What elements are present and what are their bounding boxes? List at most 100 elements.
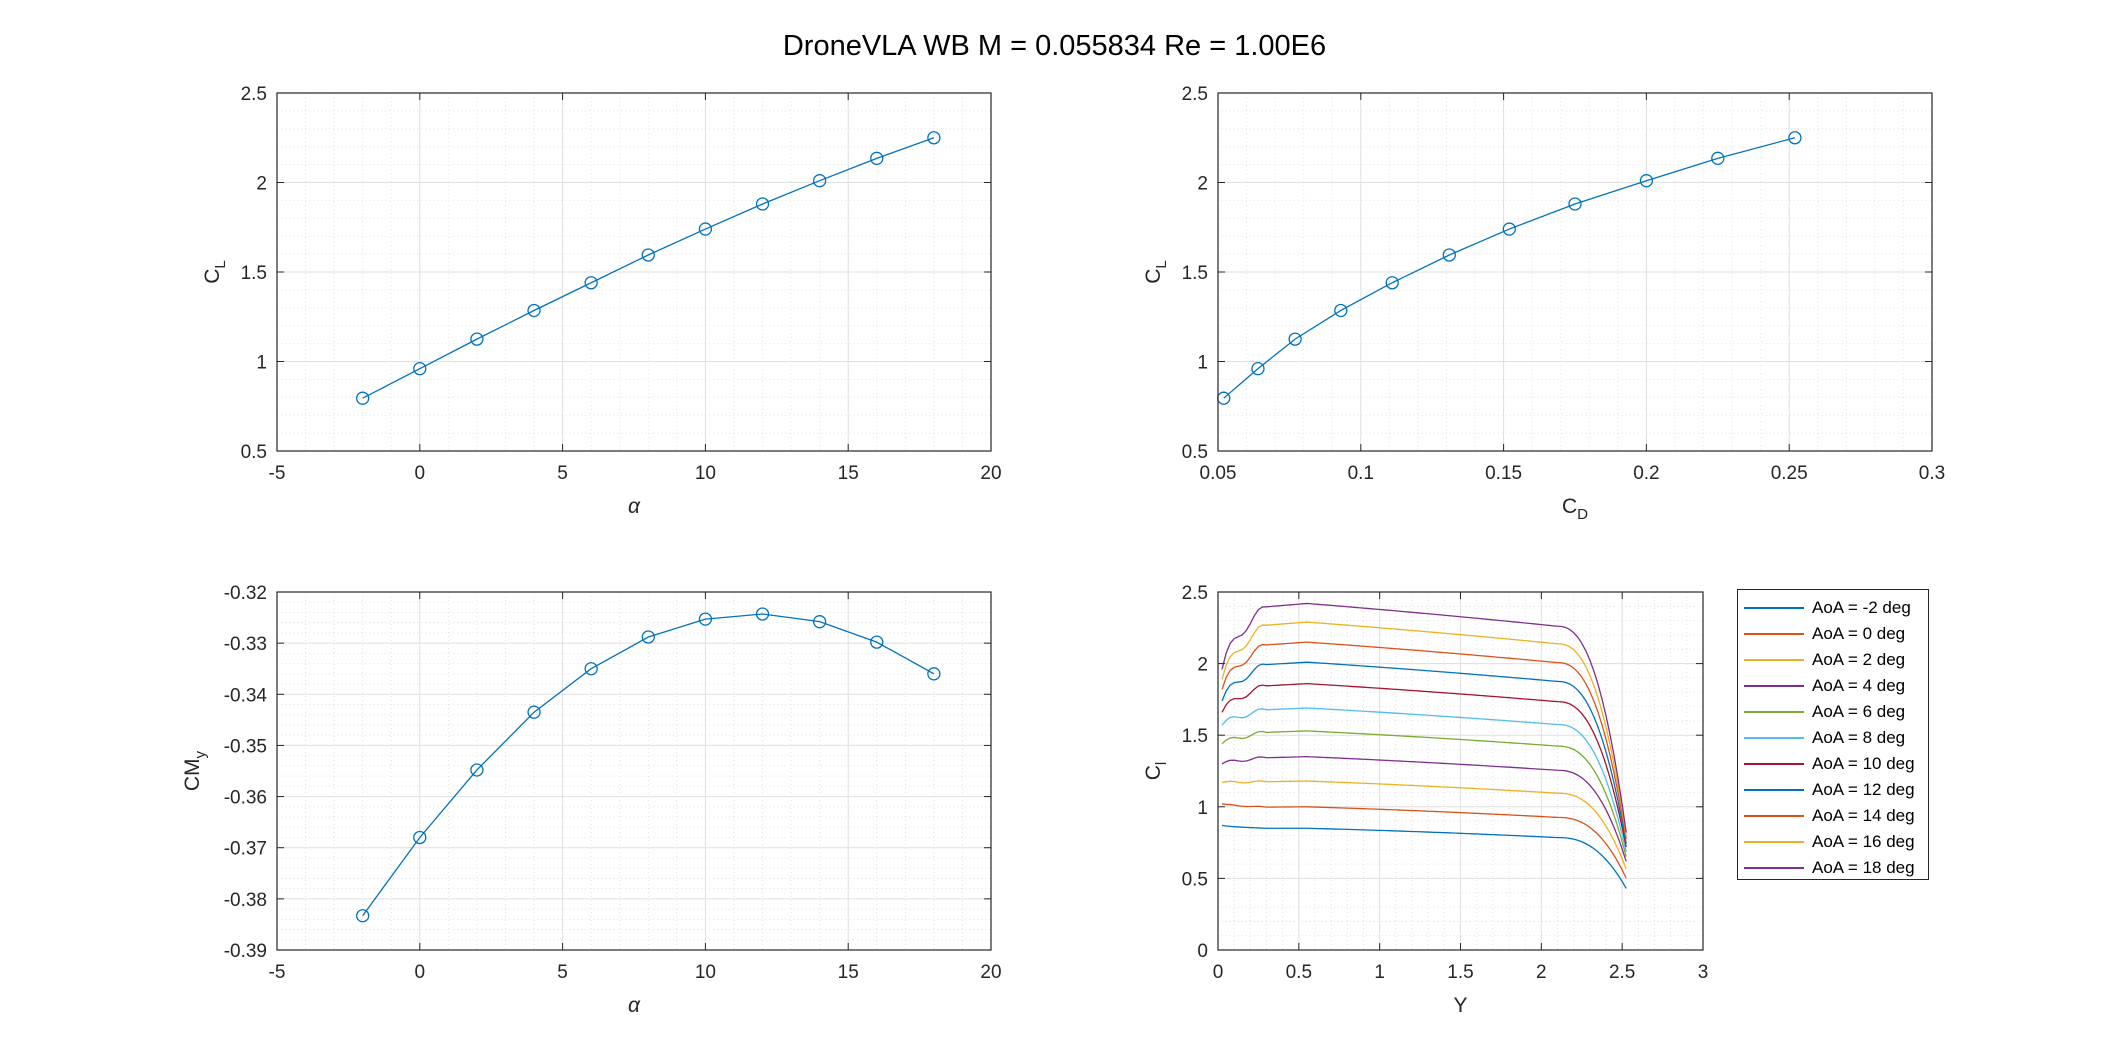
- y-tick-label: -0.38: [224, 890, 267, 911]
- cl-spanwise-plot: 0 0.5 1 1.5 2 2.5 3 0 0.5 1 1.5 2 2.5 Y Cl: [1142, 583, 1708, 1017]
- x-tick-label: -5: [269, 962, 286, 983]
- y-tick-label: 0.5: [1182, 869, 1208, 890]
- data-point-marker: [413, 362, 427, 376]
- y-tick-label: 2.5: [1182, 84, 1208, 105]
- legend-label: AoA = 6 deg: [1812, 702, 1906, 721]
- series-line: [362, 137, 935, 399]
- x-axis-label: CD: [1562, 495, 1588, 523]
- data-point-marker: [413, 830, 427, 845]
- tick-labels: -5 0 5 10 15 20 0.5 1 1.5 2 2.5: [241, 84, 1002, 484]
- data-point-marker: [1502, 222, 1516, 236]
- series-line-aoa: [1221, 803, 1627, 879]
- data-point-marker: [870, 635, 884, 649]
- tick-labels: 0.05 0.1 0.15 0.2 0.25 0.3 0.5 1 1.5 2 2.5: [1182, 84, 1946, 484]
- legend-label: AoA = 8 deg: [1812, 728, 1906, 747]
- y-tick-label: 1: [1197, 353, 1208, 374]
- cl-vs-alpha-plot: -5 0 5 10 15 20 0.5 1 1.5 2 2.5 α CL: [201, 84, 1002, 518]
- y-tick-label: -0.36: [224, 788, 267, 809]
- legend-swatch: [1744, 737, 1804, 739]
- y-tick-label: 1: [1197, 798, 1208, 819]
- series-line-aoa: [1221, 780, 1627, 870]
- y-tick-label: -0.37: [224, 839, 267, 860]
- x-tick-label: 2: [1536, 962, 1547, 983]
- y-tick-label: 0.5: [241, 442, 267, 463]
- data-point-marker: [356, 909, 370, 923]
- data-point-marker: [641, 630, 655, 644]
- y-tick-label: -0.33: [224, 634, 267, 655]
- y-tick-label: -0.35: [224, 736, 267, 757]
- x-tick-label: 15: [838, 962, 859, 983]
- x-tick-label: 1: [1374, 962, 1385, 983]
- x-tick-label: 15: [838, 463, 859, 484]
- data-point-marker: [584, 662, 598, 676]
- y-axis-label: CL: [201, 260, 229, 284]
- data-point-marker: [927, 667, 941, 681]
- y-tick-label: -0.32: [224, 583, 267, 604]
- data-point-marker: [812, 615, 827, 629]
- data-point-marker: [927, 131, 941, 145]
- y-tick-label: 0.5: [1182, 442, 1208, 463]
- x-tick-label: 0.1: [1348, 463, 1374, 484]
- series-line-aoa: [1221, 824, 1627, 889]
- legend-item: AoA = 2 deg: [1738, 647, 1928, 673]
- data-point-marker: [755, 607, 770, 621]
- series-line-aoa: [1221, 682, 1627, 848]
- legend-item: AoA = 16 deg: [1738, 829, 1928, 855]
- legend-item: AoA = -2 deg: [1738, 595, 1928, 621]
- legend: AoA = -2 deg AoA = 0 deg AoA = 2 deg AoA = …: [1737, 589, 1929, 880]
- data-point-marker: [812, 174, 827, 188]
- legend-swatch: [1744, 633, 1804, 635]
- y-tick-label: 2: [1197, 655, 1208, 676]
- y-axis-label: Cl: [1142, 762, 1170, 781]
- axes-frame: [276, 591, 992, 951]
- data-point-marker: [1385, 276, 1399, 290]
- data-point-marker: [1639, 174, 1654, 188]
- y-tick-label: -0.39: [224, 941, 267, 962]
- y-tick-label: 2.5: [1182, 583, 1208, 604]
- data-point-marker: [1442, 248, 1456, 262]
- legend-item: AoA = 4 deg: [1738, 673, 1928, 699]
- legend-item: AoA = 14 deg: [1738, 803, 1928, 829]
- x-tick-label: 0: [415, 962, 426, 983]
- x-tick-label: 0.15: [1485, 463, 1522, 484]
- data-point-marker: [1288, 332, 1302, 346]
- data-point-marker: [527, 705, 541, 719]
- legend-swatch: [1744, 659, 1804, 661]
- x-tick-label: 0.25: [1771, 463, 1808, 484]
- data-point-marker: [1568, 197, 1582, 211]
- legend-label: AoA = -2 deg: [1812, 598, 1911, 617]
- data-point-marker: [641, 248, 655, 262]
- data-point-marker: [1788, 131, 1802, 145]
- x-tick-label: 5: [557, 463, 568, 484]
- legend-swatch: [1744, 867, 1804, 869]
- tick-labels: -5 0 5 10 15 20 -0.39 -0.38 -0.37 -0.36 -0.35 -0.34…: [224, 583, 1002, 983]
- legend-item: AoA = 8 deg: [1738, 725, 1928, 751]
- legend-item: AoA = 10 deg: [1738, 751, 1928, 777]
- y-tick-label: 1: [256, 353, 267, 374]
- y-tick-label: 2: [256, 174, 267, 195]
- y-axis-label: CMy: [181, 750, 209, 791]
- minor-grid: [1218, 93, 1932, 451]
- series-line: [362, 613, 935, 917]
- x-tick-label: 10: [695, 962, 716, 983]
- x-tick-label: 3: [1698, 962, 1709, 983]
- x-tick-label: 0.5: [1286, 962, 1312, 983]
- legend-swatch: [1744, 789, 1804, 791]
- cmy-vs-alpha-plot: -5 0 5 10 15 20 -0.39 -0.38 -0.37 -0.36 -0.35 -0.34…: [181, 583, 1002, 1017]
- tick-labels: 0 0.5 1 1.5 2 2.5 3 0 0.5 1 1.5 2 2.5: [1182, 583, 1709, 983]
- legend-label: AoA = 2 deg: [1812, 650, 1906, 669]
- x-tick-label: -5: [269, 463, 286, 484]
- x-tick-label: 0.2: [1633, 463, 1659, 484]
- legend-label: AoA = 4 deg: [1812, 676, 1906, 695]
- y-tick-label: 2.5: [241, 84, 267, 105]
- legend-swatch: [1744, 711, 1804, 713]
- series-line-aoa: [1221, 641, 1627, 840]
- x-tick-label: 2.5: [1609, 962, 1635, 983]
- x-axis-label: α: [628, 495, 641, 518]
- legend-label: AoA = 18 deg: [1812, 858, 1915, 877]
- legend-item: AoA = 0 deg: [1738, 621, 1928, 647]
- legend-label: AoA = 16 deg: [1812, 832, 1915, 851]
- cl-vs-cd-plot: 0.05 0.1 0.15 0.2 0.25 0.3 0.5 1 1.5 2 2.5 CD CL: [1142, 84, 1945, 523]
- series-line-aoa: [1221, 756, 1627, 862]
